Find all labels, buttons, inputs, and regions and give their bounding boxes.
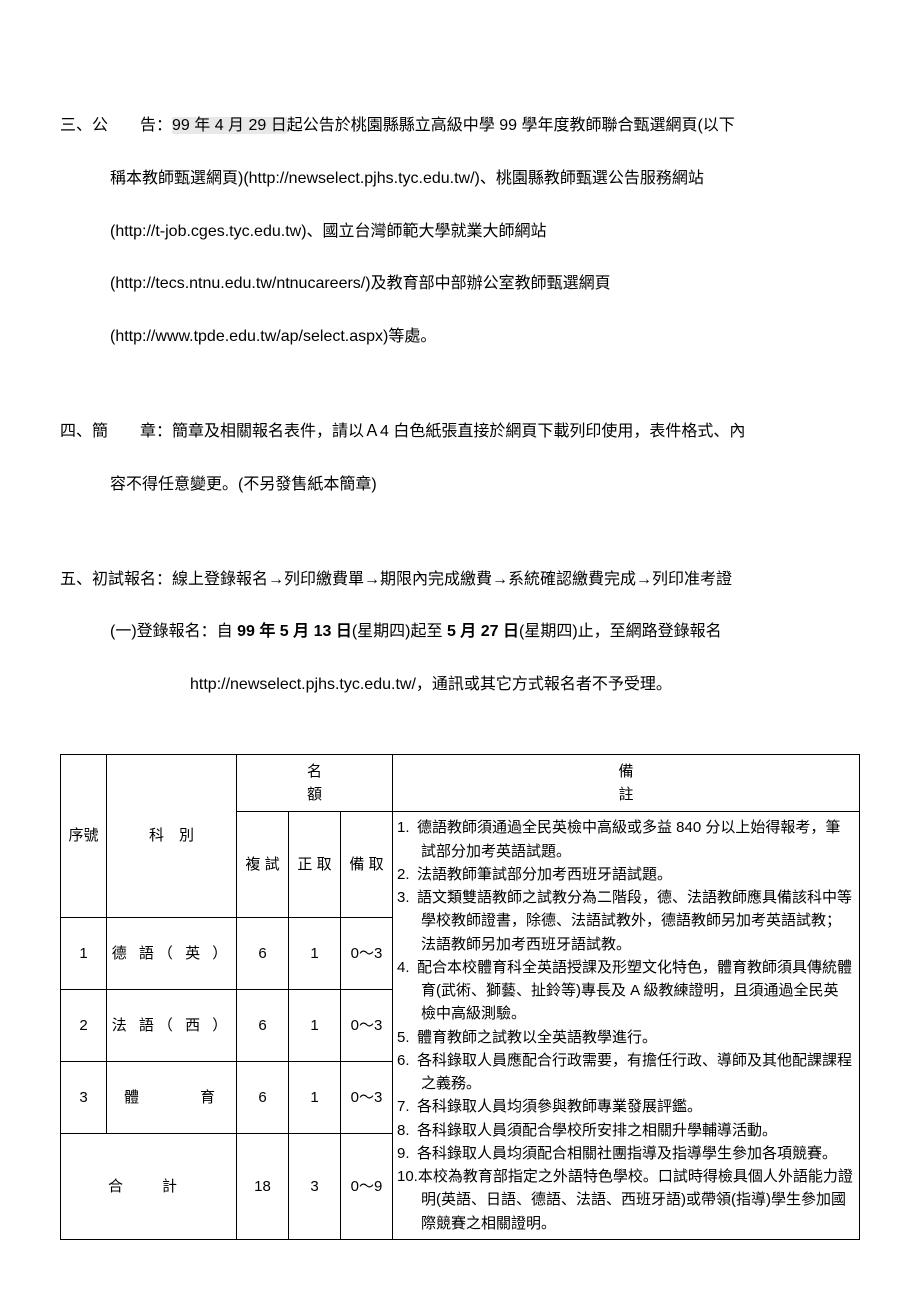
s5-sub1-b2: 5 月 27 日 (447, 623, 519, 640)
note-item: 8. 各科錄取人員須配合學校所安排之相關升學輔導活動。 (397, 1119, 853, 1142)
header-reserve: 備 取 (341, 812, 393, 918)
note-item: 9. 各科錄取人員均須配合相關社團指導及指導學生參加各項競賽。 (397, 1142, 853, 1165)
header-quota: 名額 (237, 754, 393, 812)
note-item: 10.本校為教育部指定之外語特色學校。口試時得檢具個人外語能力證明(英語、日語、… (397, 1165, 853, 1235)
cell-accept: 1 (289, 1062, 341, 1134)
cell-subject: 法 語（ 西 ） (107, 990, 237, 1062)
cell-retest: 6 (237, 990, 289, 1062)
section-5-sub1: (一)登錄報名：自 99 年 5 月 13 日(星期四)起至 5 月 27 日(… (60, 606, 860, 659)
cell-total-accept: 3 (289, 1134, 341, 1240)
cell-subject: 體 育 (107, 1062, 237, 1134)
cell-total-label: 合 計 (61, 1134, 237, 1240)
cell-reserve: 0～3 (341, 918, 393, 990)
section-5: 五、初試報名：線上登錄報名→列印繳費單→期限內完成繳費→系統確認繳費完成→列印准… (60, 554, 860, 660)
s5-sub1-a: (一)登錄報名：自 (110, 623, 237, 640)
section-4-body: 簡章及相關報名表件，請以Ａ4 白色紙張直接於網頁下載列印使用，表件格式、內 (172, 423, 745, 440)
s5-sub1-b1: 99 年 5 月 13 日 (237, 623, 352, 640)
cell-accept: 1 (289, 990, 341, 1062)
header-notes: 備註 (393, 754, 860, 812)
cell-subject: 德 語（ 英 ） (107, 918, 237, 990)
notes-list: 1. 德語教師須通過全民英檢中高級或多益 840 分以上始得報考，筆試部分加考英… (397, 816, 853, 1235)
cell-total-retest: 18 (237, 1134, 289, 1240)
cell-accept: 1 (289, 918, 341, 990)
section-4-label: 四、簡 章： (60, 406, 172, 459)
section-3-line3: (http://t-job.cges.tyc.edu.tw)、國立台灣師範大學就… (60, 206, 860, 259)
note-item: 1. 德語教師須通過全民英檢中高級或多益 840 分以上始得報考，筆試部分加考英… (397, 816, 853, 863)
header-accept: 正 取 (289, 812, 341, 918)
header-seq: 序號 (61, 754, 107, 917)
cell-seq: 3 (61, 1062, 107, 1134)
header-retest: 複 試 (237, 812, 289, 918)
section-3-line2: 稱本教師甄選網頁)(http://newselect.pjhs.tyc.edu.… (60, 153, 860, 206)
quota-table: 序號 科 別 名額 備註 複 試 正 取 備 取 1. 德語教師須通過全民英檢中… (60, 754, 860, 1240)
cell-seq: 1 (61, 918, 107, 990)
section-3-line5: (http://www.tpde.edu.tw/ap/select.aspx)等… (60, 311, 860, 364)
note-item: 4. 配合本校體育科全英語授課及形塑文化特色，體育教師須具傳統體育(武術、獅藝、… (397, 956, 853, 1026)
cell-retest: 6 (237, 918, 289, 990)
section-5-sub2: http://newselect.pjhs.tyc.edu.tw/，通訊或其它方… (60, 659, 860, 712)
section-5-body: 線上登錄報名→列印繳費單→期限內完成繳費→系統確認繳費完成→列印准考證 (172, 571, 732, 588)
note-item: 6. 各科錄取人員應配合行政需要，有擔任行政、導師及其他配課課程之義務。 (397, 1049, 853, 1096)
section-4-line2: 容不得任意變更。(不另發售紙本簡章) (60, 459, 860, 512)
section-5-label: 五、初試報名： (60, 554, 172, 607)
header-subject: 科 別 (107, 754, 237, 917)
note-item: 2. 法語教師筆試部分加考西班牙語試題。 (397, 863, 853, 886)
notes-cell: 1. 德語教師須通過全民英檢中高級或多益 840 分以上始得報考，筆試部分加考英… (393, 812, 860, 1240)
section-3-highlight: 99 年 4 月 29 日 (172, 117, 287, 134)
cell-total-reserve: 0～9 (341, 1134, 393, 1240)
cell-reserve: 0～3 (341, 1062, 393, 1134)
table-header-row-1: 序號 科 別 名額 備註 (61, 754, 860, 812)
s5-sub1-d: (星期四)止，至網路登錄報名 (519, 623, 722, 640)
cell-seq: 2 (61, 990, 107, 1062)
section-3-label: 三、公 告： (60, 100, 172, 153)
section-3-body: 起公告於桃園縣縣立高級中學 99 學年度教師聯合甄選網頁(以下 (287, 117, 735, 134)
cell-reserve: 0～3 (341, 990, 393, 1062)
note-item: 5. 體育教師之試教以全英語教學進行。 (397, 1026, 853, 1049)
section-3: 三、公 告：99 年 4 月 29 日起公告於桃園縣縣立高級中學 99 學年度教… (60, 100, 860, 364)
cell-retest: 6 (237, 1062, 289, 1134)
s5-sub1-c: (星期四)起至 (352, 623, 447, 640)
section-4: 四、簡 章：簡章及相關報名表件，請以Ａ4 白色紙張直接於網頁下載列印使用，表件格… (60, 406, 860, 512)
section-3-line4: (http://tecs.ntnu.edu.tw/ntnucareers/)及教… (60, 258, 860, 311)
note-item: 3. 語文類雙語教師之試教分為二階段，德、法語教師應具備該科中等學校教師證書，除… (397, 886, 853, 956)
note-item: 7. 各科錄取人員均須參與教師專業發展評鑑。 (397, 1095, 853, 1118)
